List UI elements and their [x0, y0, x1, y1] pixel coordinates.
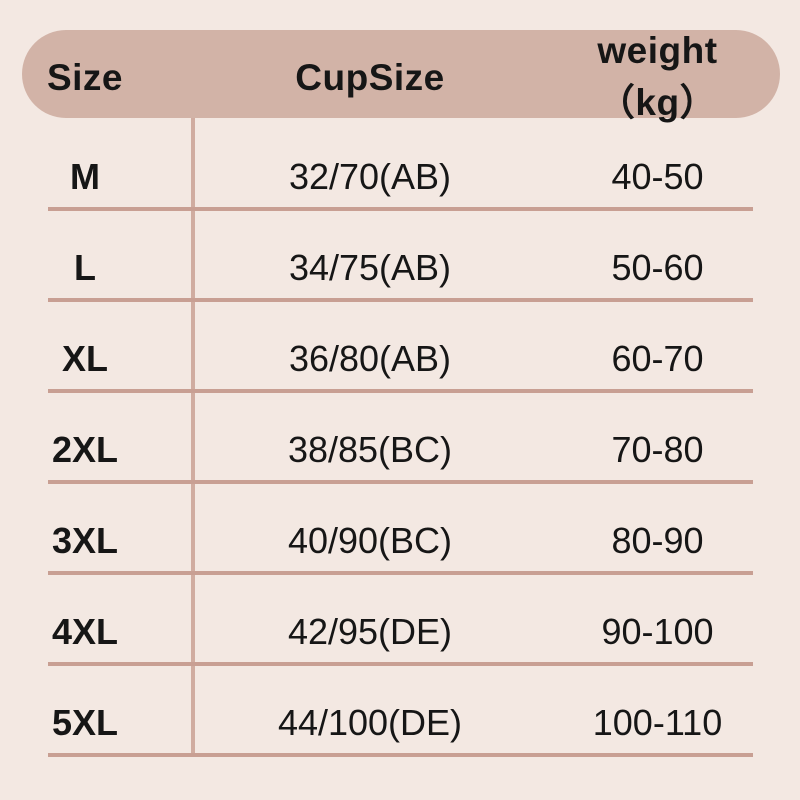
table-header-band: [22, 30, 780, 118]
size-cell: M: [70, 156, 100, 197]
table-row: XL 36/80(AB) 60-70: [0, 302, 800, 393]
cupsize-cell: 34/75(AB): [288, 247, 452, 288]
weight-cell: 50-60: [611, 247, 704, 288]
cupsize-cell: 38/85(BC): [287, 429, 453, 470]
column-header-weight: weight（kg）: [597, 30, 718, 123]
column-divider-line: [191, 118, 195, 757]
row-spacer: [745, 484, 800, 575]
table-row: 4XL 42/95(DE) 90-100: [0, 575, 800, 666]
row-spacer: [745, 575, 800, 666]
row-spacer: [745, 393, 800, 484]
cupsize-cell: 36/80(AB): [288, 338, 452, 379]
size-cell: 2XL: [51, 429, 119, 470]
size-cell: 3XL: [51, 520, 119, 561]
column-header-size: Size: [46, 57, 124, 98]
row-spacer: [745, 302, 800, 393]
size-cell: 5XL: [51, 702, 119, 743]
weight-cell: 80-90: [611, 520, 704, 561]
row-spacer: [745, 666, 800, 757]
table-row: M 32/70(AB) 40-50: [0, 120, 800, 211]
table-row: 5XL 44/100(DE) 100-110: [0, 666, 800, 757]
size-cell: XL: [61, 338, 108, 379]
cupsize-cell: 42/95(DE): [287, 611, 453, 652]
size-cell: 4XL: [51, 611, 119, 652]
table-row: 2XL 38/85(BC) 70-80: [0, 393, 800, 484]
column-header-cupsize: CupSize: [295, 57, 445, 98]
table-header: Size CupSize weight（kg）: [0, 30, 800, 123]
weight-cell: 40-50: [611, 156, 704, 197]
table-body: M 32/70(AB) 40-50 L 34/75(AB) 50-60 XL 3…: [0, 120, 800, 757]
table-row: 3XL 40/90(BC) 80-90: [0, 484, 800, 575]
weight-cell: 70-80: [611, 429, 704, 470]
cupsize-cell: 32/70(AB): [288, 156, 452, 197]
row-spacer: [745, 120, 800, 211]
cupsize-cell: 44/100(DE): [277, 702, 463, 743]
weight-cell: 100-110: [592, 702, 723, 743]
cupsize-cell: 40/90(BC): [287, 520, 453, 561]
table-row: L 34/75(AB) 50-60: [0, 211, 800, 302]
size-cell: L: [74, 247, 96, 288]
row-spacer: [745, 211, 800, 302]
weight-cell: 60-70: [611, 338, 704, 379]
weight-cell: 90-100: [601, 611, 714, 652]
